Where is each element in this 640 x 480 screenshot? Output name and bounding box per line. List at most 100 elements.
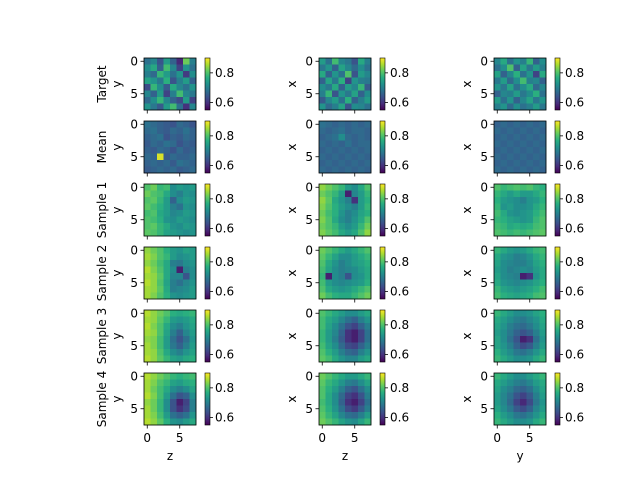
heatmap-cell xyxy=(150,373,158,380)
heatmap-cell xyxy=(526,203,534,211)
heatmap-cell xyxy=(351,273,359,280)
heatmap-cell xyxy=(533,399,540,406)
heatmap-cell xyxy=(520,329,527,337)
heatmap-cell xyxy=(176,184,184,191)
heatmap-cell xyxy=(189,349,197,356)
heatmap-cell xyxy=(144,223,151,230)
heatmap-cell xyxy=(513,355,521,363)
heatmap-cell xyxy=(358,197,365,204)
heatmap-cell xyxy=(364,260,372,267)
heatmap-cell xyxy=(157,260,164,267)
x-tick-label: 0 xyxy=(318,431,326,445)
heatmap-cell xyxy=(144,260,151,267)
heatmap-cell xyxy=(351,253,359,261)
heatmap-cell xyxy=(189,342,197,350)
heatmap-cell xyxy=(513,310,521,317)
heatmap-cell xyxy=(332,184,339,191)
y-axis-label: x xyxy=(285,143,299,150)
heatmap-cell xyxy=(176,392,184,400)
heatmap-cell xyxy=(325,279,333,287)
heatmap-cell xyxy=(500,160,508,167)
heatmap-cell xyxy=(189,247,197,254)
heatmap-cell xyxy=(500,253,508,261)
heatmap-cell xyxy=(176,310,184,317)
y-axis-label: x xyxy=(460,395,474,402)
heatmap-cell xyxy=(494,134,501,141)
heatmap-cell xyxy=(338,386,346,393)
heatmap-cell xyxy=(170,103,177,111)
heatmap-cell xyxy=(500,279,508,287)
heatmap-cell xyxy=(513,329,521,337)
heatmap-cell xyxy=(526,197,534,204)
heatmap-cell xyxy=(364,134,372,141)
heatmap-cell xyxy=(183,266,190,274)
heatmap-cell xyxy=(157,273,164,280)
heatmap-cell xyxy=(189,127,197,135)
heatmap-cell xyxy=(189,210,197,217)
heatmap-cell xyxy=(144,97,151,104)
heatmap-cell xyxy=(325,58,333,65)
heatmap-cell xyxy=(183,90,190,98)
heatmap-cell xyxy=(533,336,540,343)
heatmap-cell xyxy=(539,379,547,387)
heatmap-cell xyxy=(526,90,534,98)
heatmap-cell xyxy=(183,310,190,317)
heatmap-cell xyxy=(189,405,197,413)
heatmap-cell xyxy=(500,203,508,211)
heatmap-cell xyxy=(358,266,365,274)
heatmap-cell xyxy=(526,342,534,350)
heatmap-cell xyxy=(319,121,326,128)
heatmap-cell xyxy=(513,292,521,300)
heatmap-cell xyxy=(170,166,177,174)
heatmap-cell xyxy=(345,310,352,317)
heatmap-cell xyxy=(325,336,333,343)
heatmap-cell xyxy=(526,229,534,237)
heatmap-cell xyxy=(345,418,352,426)
heatmap-cell xyxy=(163,379,171,387)
heatmap-cell xyxy=(539,279,547,287)
heatmap-cell xyxy=(507,279,514,287)
heatmap-cell xyxy=(345,84,352,91)
heatmap-cell xyxy=(351,210,359,217)
heatmap-cell xyxy=(176,329,184,337)
heatmap-cell xyxy=(358,77,365,85)
heatmap-cell xyxy=(189,134,197,141)
heatmap-cell xyxy=(539,342,547,350)
heatmap-cell xyxy=(526,64,534,72)
heatmap-cell xyxy=(157,279,164,287)
heatmap-cell xyxy=(338,160,346,167)
heatmap-cell xyxy=(176,405,184,413)
heatmap-cell xyxy=(533,140,540,148)
y-tick-label: 0 xyxy=(305,369,313,383)
heatmap-cell xyxy=(513,160,521,167)
heatmap-cell xyxy=(163,316,171,324)
heatmap-cell xyxy=(150,216,158,224)
heatmap-cell xyxy=(494,71,501,78)
heatmap-cell xyxy=(513,412,521,419)
heatmap-cell xyxy=(170,373,177,380)
heatmap-cell xyxy=(332,373,339,380)
heatmap-cell xyxy=(325,127,333,135)
subplots-layer: 05yTarget0.60.805x0.60.805x0.60.805yMean… xyxy=(95,54,584,463)
heatmap-cell xyxy=(513,71,521,78)
heatmap-cell xyxy=(325,71,333,78)
heatmap-cell xyxy=(319,153,326,161)
heatmap-cell xyxy=(183,71,190,78)
heatmap-cell xyxy=(520,121,527,128)
heatmap-cell xyxy=(163,418,171,426)
heatmap-cell xyxy=(176,386,184,393)
heatmap-cell xyxy=(494,197,501,204)
colorbar xyxy=(379,120,386,174)
heatmap-cell xyxy=(507,197,514,204)
heatmap-cell xyxy=(358,190,365,198)
heatmap-cell xyxy=(150,210,158,217)
heatmap-cell xyxy=(494,292,501,300)
heatmap-cell xyxy=(176,279,184,287)
heatmap-cell xyxy=(144,210,151,217)
heatmap-cell xyxy=(526,329,534,337)
heatmap-cell xyxy=(150,405,158,413)
heatmap-cell xyxy=(520,418,527,426)
heatmap-cell xyxy=(325,140,333,148)
heatmap-cell xyxy=(520,273,527,280)
